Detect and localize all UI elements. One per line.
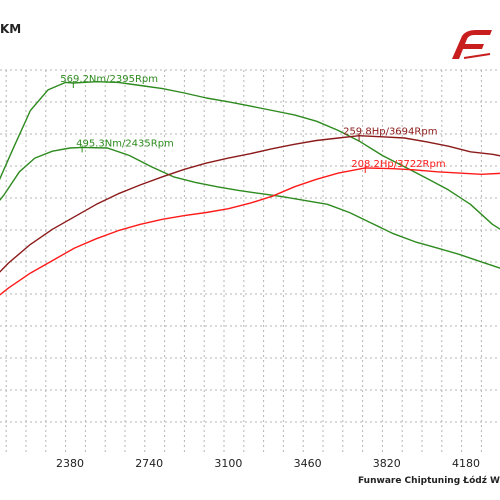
- brand-logo: [452, 30, 492, 59]
- footer-credit: Funware Chiptuning Łódź W: [357, 476, 500, 486]
- annotation-label: 495.3Nm/2435Rpm: [76, 138, 174, 149]
- grid-lines: [0, 69, 500, 452]
- x-tick-label: 2380: [56, 457, 84, 470]
- x-tick-label: 3100: [214, 457, 242, 470]
- x-tick-label: 3820: [373, 457, 401, 470]
- series-line-power_tuned: [0, 135, 500, 273]
- annotation-group: 569.2Nm/2395Rpm 495.3Nm/2435Rpm 259.8Hp/36…: [60, 74, 446, 173]
- series-line-power_stock: [0, 167, 500, 296]
- annotation-label: 569.2Nm/2395Rpm: [60, 74, 158, 85]
- x-tick-label: 3460: [294, 457, 322, 470]
- series-line-torque_stock: [0, 146, 500, 269]
- x-axis-ticks: 2380 2740 3100 3460 3820 4180: [56, 457, 480, 470]
- x-tick-label: 4180: [452, 457, 480, 470]
- x-tick-label: 2740: [135, 457, 163, 470]
- annotation-label: 208.2Hp/3722Rpm: [351, 159, 445, 170]
- series-line-torque_tuned: [0, 81, 500, 230]
- series-group: [0, 81, 500, 296]
- annotation-label: 259.8Hp/3694Rpm: [343, 127, 437, 138]
- unit-label: KM: [0, 22, 22, 36]
